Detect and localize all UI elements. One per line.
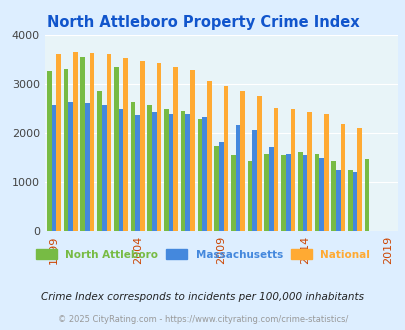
Bar	[352, 172, 356, 231]
Bar	[214, 146, 218, 231]
Bar	[347, 170, 352, 231]
Bar	[290, 109, 294, 231]
Bar	[114, 67, 118, 231]
Bar	[130, 102, 135, 231]
Bar	[335, 170, 340, 231]
Bar	[247, 161, 252, 231]
Bar	[118, 109, 123, 231]
Bar	[80, 57, 85, 231]
Bar	[235, 125, 240, 231]
Bar	[173, 67, 178, 231]
Bar	[340, 124, 345, 231]
Bar	[240, 91, 244, 231]
Bar	[280, 155, 285, 231]
Bar	[364, 159, 369, 231]
Bar	[252, 130, 256, 231]
Bar	[197, 119, 202, 231]
Bar	[102, 105, 106, 231]
Bar	[47, 72, 51, 231]
Bar	[73, 52, 78, 231]
Bar	[230, 155, 235, 231]
Bar	[264, 154, 269, 231]
Bar	[164, 109, 168, 231]
Bar	[202, 116, 207, 231]
Bar	[106, 54, 111, 231]
Bar	[356, 128, 361, 231]
Bar	[307, 112, 311, 231]
Text: Crime Index corresponds to incidents per 100,000 inhabitants: Crime Index corresponds to incidents per…	[41, 292, 364, 302]
Bar	[51, 105, 56, 231]
Bar	[297, 152, 302, 231]
Bar	[97, 91, 102, 231]
Bar	[256, 95, 261, 231]
Bar	[285, 154, 290, 231]
Bar	[135, 115, 140, 231]
Bar	[90, 53, 94, 231]
Bar	[156, 63, 161, 231]
Bar	[123, 58, 128, 231]
Bar	[330, 161, 335, 231]
Bar	[207, 81, 211, 231]
Bar	[314, 154, 318, 231]
Bar	[185, 114, 190, 231]
Bar	[318, 158, 323, 231]
Bar	[269, 147, 273, 231]
Bar	[68, 102, 73, 231]
Bar	[180, 111, 185, 231]
Text: © 2025 CityRating.com - https://www.cityrating.com/crime-statistics/: © 2025 CityRating.com - https://www.city…	[58, 315, 347, 324]
Bar	[302, 155, 307, 231]
Bar	[218, 142, 223, 231]
Bar	[140, 61, 144, 231]
Bar	[151, 112, 156, 231]
Bar	[273, 108, 278, 231]
Text: North Attleboro Property Crime Index: North Attleboro Property Crime Index	[47, 15, 358, 30]
Bar	[323, 114, 328, 231]
Bar	[147, 105, 151, 231]
Legend: North Attleboro, Massachusetts, National: North Attleboro, Massachusetts, National	[32, 245, 373, 264]
Bar	[223, 86, 228, 231]
Bar	[64, 69, 68, 231]
Bar	[168, 114, 173, 231]
Bar	[56, 54, 61, 231]
Bar	[190, 70, 194, 231]
Bar	[85, 103, 90, 231]
